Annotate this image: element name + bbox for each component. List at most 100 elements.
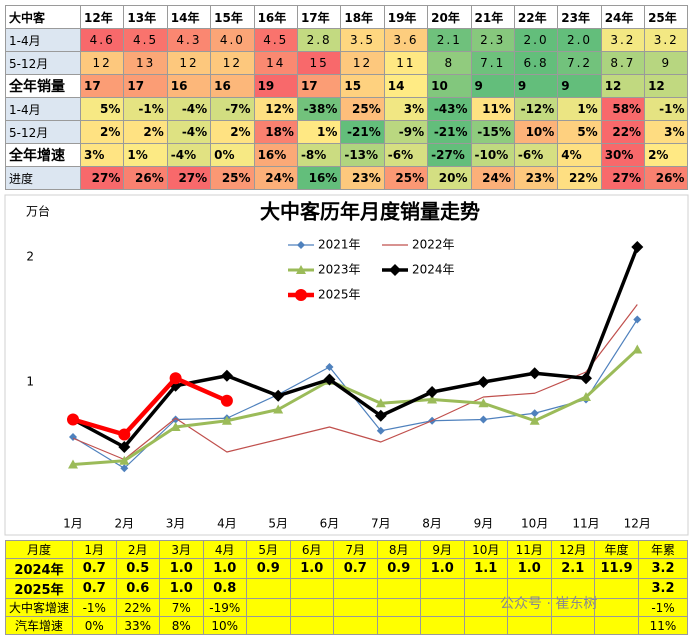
table-cell <box>507 616 552 635</box>
table-cell <box>420 616 465 635</box>
heat-cell: 2.0 <box>513 28 559 52</box>
heat-cell: 4% <box>557 143 602 167</box>
point <box>220 369 233 382</box>
heat-cell: 10% <box>513 120 559 144</box>
table-cell <box>333 578 378 599</box>
heat-cell: 4.5 <box>123 28 168 52</box>
legend-label: 2023年 <box>318 263 361 277</box>
heat-cell: 12 <box>644 74 689 98</box>
table-cell: 2.1 <box>550 558 595 579</box>
heat-cell: 2% <box>79 120 125 144</box>
heat-cell: 17 <box>79 74 125 98</box>
heat-cell: -1% <box>123 97 168 121</box>
point <box>171 415 180 424</box>
heat-cell: 26% <box>644 166 689 190</box>
table-row: 2024年 0.7 0.5 1.0 1.0 0.9 1.0 0.7 0.9 1.0 1.1 1.0 2.… <box>5 558 688 579</box>
table-row: 5-12月 2% 2% -4% 2% 18% 1% -21% -9% -21% -15% 10% 5% 2… <box>5 120 689 144</box>
header-cell: 大中客 <box>5 5 81 29</box>
point <box>169 372 182 385</box>
table-cell: -19% <box>202 598 247 617</box>
heat-cell: 3.2 <box>600 28 646 52</box>
point <box>170 422 181 431</box>
table-cell: 11% <box>638 616 688 635</box>
point <box>273 404 284 414</box>
heat-cell: 15 <box>340 74 385 98</box>
header-cell: 21年 <box>470 5 515 29</box>
x-tick-label: 12月 <box>624 517 651 531</box>
heat-cell: -4% <box>166 120 212 144</box>
table-cell: 33% <box>115 616 160 635</box>
series-line <box>72 376 228 437</box>
heat-cell: 3.5 <box>340 28 385 52</box>
point <box>580 372 592 385</box>
heat-cell: -21% <box>427 120 472 144</box>
table-cell: -1% <box>638 598 688 617</box>
table-cell: 0.8 <box>202 578 247 599</box>
table-cell <box>289 616 334 635</box>
heat-cell: -38% <box>296 97 342 121</box>
point <box>477 376 490 388</box>
table-cell <box>333 598 378 617</box>
heat-cell: 26% <box>123 166 168 190</box>
table-row: 1-4月 4.6 4.5 4.3 4.0 4.5 2.8 3.5 3.6 2.1 2.3 2.0 2.0… <box>5 28 689 52</box>
point <box>118 428 131 441</box>
header-cell: 19年 <box>383 5 429 29</box>
series-line <box>72 304 638 461</box>
heat-cell: 4.3 <box>166 28 212 52</box>
table-cell <box>376 598 421 617</box>
heat-cell: 12 <box>210 51 255 75</box>
heat-cell: 1% <box>557 97 602 121</box>
heat-cell: 23% <box>340 166 385 190</box>
x-tick-label: 10月 <box>521 517 548 531</box>
table-cell <box>376 616 421 635</box>
table-cell: 0.9 <box>246 558 291 579</box>
heat-cell: -6% <box>513 143 559 167</box>
heat-cell: 3% <box>644 120 689 144</box>
row-label: 2024年 <box>5 558 73 579</box>
header-cell: 18年 <box>340 5 385 29</box>
point <box>581 392 591 401</box>
heat-cell: 3% <box>79 143 125 167</box>
table-cell <box>594 598 639 617</box>
table-cell: 1.0 <box>289 558 334 579</box>
table-cell <box>246 578 291 599</box>
heat-cell: 14 <box>253 51 298 75</box>
point <box>479 415 488 424</box>
table-cell <box>420 598 465 617</box>
table-cell: 1.1 <box>463 558 508 579</box>
x-tick-label: 1月 <box>63 517 83 531</box>
point <box>295 289 307 301</box>
heat-cell: -1% <box>644 97 689 121</box>
table-row: 1-4月 5% -1% -4% -7% 12% -38% 25% 3% -43% 11% -12% 1%… <box>5 97 689 121</box>
header-cell: 20年 <box>427 5 472 29</box>
heat-cell: 24% <box>253 166 298 190</box>
x-tick-label: 3月 <box>166 517 186 531</box>
heat-cell: -13% <box>340 143 385 167</box>
header-cell: 24年 <box>600 5 646 29</box>
point <box>118 441 131 453</box>
heat-cell: 1% <box>123 143 168 167</box>
table-row: 5-12月 12 13 12 12 14 15 12 11 8 7.1 6.8 7.2 8.7 9 <box>5 51 689 75</box>
table-cell: 0% <box>72 616 117 635</box>
point <box>297 241 305 249</box>
heat-cell: 2.8 <box>296 28 342 52</box>
point <box>296 265 306 274</box>
header-cell: 15年 <box>210 5 255 29</box>
heat-cell: 2% <box>123 120 168 144</box>
header-cell: 13年 <box>123 5 168 29</box>
row-label: 汽车增速 <box>5 616 73 635</box>
point <box>632 344 643 354</box>
row-label: 2025年 <box>5 578 73 599</box>
table-cell <box>289 598 334 617</box>
table-cell: 22% <box>115 598 160 617</box>
heat-cell: -4% <box>166 97 212 121</box>
heat-cell: 2.3 <box>470 28 515 52</box>
table-row: 月度 1月 2月 3月 4月 5月 6月 7月 8月 9月 10月 11月 12月 年度 年累 <box>5 540 688 559</box>
heat-cell: 9 <box>470 74 515 98</box>
header-cell: 7月 <box>333 540 378 559</box>
table-cell <box>463 578 508 599</box>
heat-cell: 25% <box>383 166 429 190</box>
heat-cell: -8% <box>296 143 342 167</box>
header-cell: 23年 <box>557 5 602 29</box>
heat-cell: 27% <box>166 166 212 190</box>
